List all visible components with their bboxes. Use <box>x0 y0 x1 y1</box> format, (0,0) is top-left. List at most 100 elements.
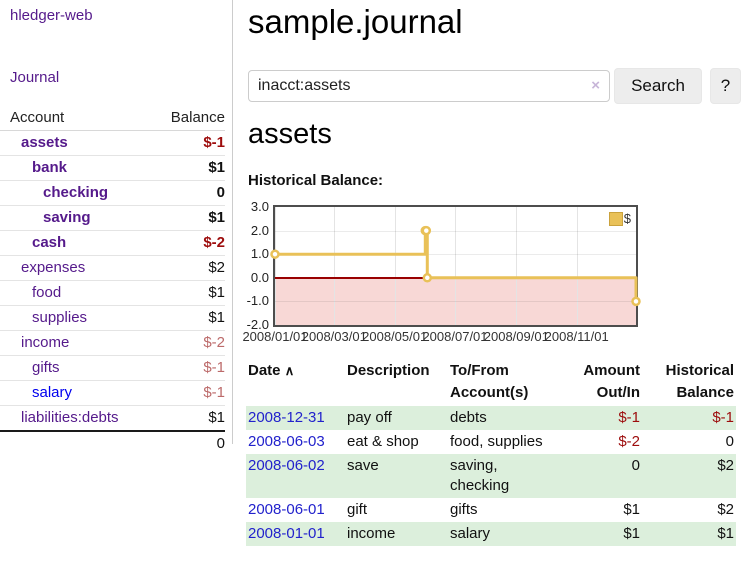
legend-swatch-icon <box>608 211 623 226</box>
register-description: save <box>347 457 379 474</box>
date-link[interactable]: 2008-06-03 <box>248 433 325 450</box>
register-accounts: gifts <box>450 501 478 518</box>
date-link[interactable]: 2008-06-02 <box>248 457 325 474</box>
account-link-expenses[interactable]: expenses <box>21 259 86 276</box>
search-input[interactable] <box>248 70 610 102</box>
account-link-salary[interactable]: salary <box>32 384 73 401</box>
account-row-cash: cash $-2 <box>0 230 225 256</box>
register-header-date[interactable]: Date ∧ <box>246 358 345 406</box>
register-accounts: salary <box>450 525 491 542</box>
account-link-cash[interactable]: cash <box>32 234 67 251</box>
register-balance: 0 <box>725 433 734 450</box>
account-link-liabilities-debts[interactable]: liabilities:debts <box>21 409 119 426</box>
register-description: eat & shop <box>347 433 419 450</box>
account-link-income[interactable]: income <box>21 334 70 351</box>
register-balance: $-1 <box>712 409 734 426</box>
account-balance: $1 <box>154 205 225 231</box>
register-accounts: saving, checking <box>450 457 510 494</box>
account-link-supplies[interactable]: supplies <box>32 309 88 326</box>
search-box: × <box>248 70 610 102</box>
x-axis-label: 2008/01/01 <box>242 329 308 344</box>
account-link-checking[interactable]: checking <box>43 184 109 201</box>
account-link-saving[interactable]: saving <box>43 209 91 226</box>
chart-gridline <box>394 207 396 325</box>
accounts-header-row: Account Balance <box>0 105 225 131</box>
register-balance: $2 <box>717 501 734 518</box>
y-axis-label: 1.0 <box>250 246 269 262</box>
register-table: Date ∧ Description To/From Account(s) Am… <box>246 358 736 546</box>
y-axis-label: 0.0 <box>250 269 269 285</box>
sidebar: hledger-web Journal Account Balance asse… <box>0 0 233 456</box>
account-balance: 0 <box>154 180 225 206</box>
sidebar-item-journal[interactable]: Journal <box>10 69 60 86</box>
x-axis-label: 2008/11/01 <box>544 329 609 344</box>
account-row-assets: assets $-1 <box>0 130 225 156</box>
date-link[interactable]: 2008-06-01 <box>248 501 325 518</box>
chart-gridline <box>455 207 456 325</box>
register-header-accounts: To/From Account(s) <box>450 362 529 401</box>
help-button[interactable]: ? <box>710 68 741 104</box>
account-balance: $1 <box>154 280 225 306</box>
register-balance: $1 <box>717 525 734 542</box>
register-header-row: Date ∧ Description To/From Account(s) Am… <box>246 358 736 406</box>
y-axis-label: -1.0 <box>246 293 269 309</box>
account-row-salary: salary $-1 <box>0 380 225 406</box>
chart-gridline <box>275 254 636 256</box>
accounts-header-account: Account <box>0 105 155 131</box>
register-header-balance: Historical Balance <box>665 362 734 401</box>
account-balance: $1 <box>154 155 225 181</box>
register-accounts: debts <box>450 409 487 426</box>
accounts-total-row: 0 <box>0 430 225 456</box>
account-link-gifts[interactable]: gifts <box>32 359 60 376</box>
account-link-food[interactable]: food <box>32 284 62 301</box>
register-description: income <box>347 525 396 542</box>
date-header-label: Date <box>248 362 281 379</box>
account-row-expenses: expenses $2 <box>0 255 225 281</box>
sort-asc-icon: ∧ <box>284 363 295 378</box>
accounts-header-balance: Balance <box>154 105 225 131</box>
register-amount: $1 <box>623 525 640 542</box>
register-amount: $1 <box>623 501 640 518</box>
chart-gridline <box>275 230 636 232</box>
account-balance: $2 <box>154 255 225 281</box>
account-row-gifts: gifts $-1 <box>0 355 225 381</box>
x-axis-label: 2008/07/01 <box>422 329 488 344</box>
y-axis-label: 2.0 <box>250 222 269 238</box>
balance-line-series <box>270 225 641 307</box>
register-row: 2008-06-01 gift gifts $1 $2 <box>246 498 736 522</box>
register-amount: $-2 <box>618 433 640 450</box>
account-link-bank[interactable]: bank <box>32 159 68 176</box>
account-row-supplies: supplies $1 <box>0 305 225 331</box>
account-row-income: income $-2 <box>0 330 225 356</box>
account-balance: $1 <box>154 405 225 432</box>
clear-search-icon[interactable]: × <box>591 77 600 94</box>
register-amount: 0 <box>631 457 640 474</box>
chart-legend: $ <box>608 211 631 226</box>
accounts-total: 0 <box>154 430 225 456</box>
register-description: pay off <box>347 409 392 426</box>
account-balance: $-2 <box>154 330 225 356</box>
x-axis-label: 2008/03/01 <box>301 329 367 344</box>
account-row-food: food $1 <box>0 280 225 306</box>
x-axis-label: 2008/05/01 <box>362 329 428 344</box>
account-link-assets[interactable]: assets <box>21 134 68 151</box>
chart-gridline <box>516 207 518 325</box>
search-button[interactable]: Search <box>614 68 702 104</box>
y-axis-label: 3.0 <box>250 199 269 214</box>
register-accounts: food, supplies <box>450 433 543 450</box>
chart-gridline <box>576 207 578 325</box>
y-axis-label: -2.0 <box>246 317 269 332</box>
account-row-checking: checking 0 <box>0 180 225 206</box>
date-link[interactable]: 2008-12-31 <box>248 409 325 426</box>
account-balance: $-1 <box>154 380 225 406</box>
page-title: sample.journal <box>248 3 463 40</box>
x-axis-label: 2008/09/01 <box>483 329 549 344</box>
brand-link[interactable]: hledger-web <box>10 7 93 24</box>
chart-gridline <box>275 207 276 325</box>
date-link[interactable]: 2008-01-01 <box>248 525 325 542</box>
register-row: 2008-06-02 save saving, checking 0 $2 <box>246 454 736 498</box>
register-header-amount: Amount Out/In <box>583 362 640 401</box>
account-balance: $1 <box>154 305 225 331</box>
legend-label: $ <box>623 211 631 226</box>
